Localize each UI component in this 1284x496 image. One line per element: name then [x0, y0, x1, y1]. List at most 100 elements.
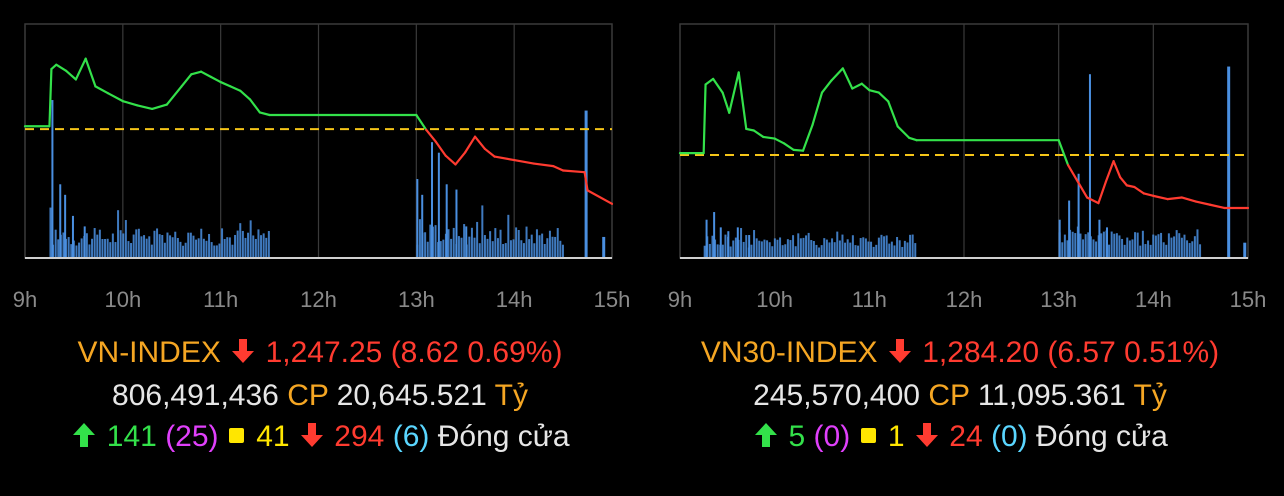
volume-bar	[1131, 239, 1134, 258]
volume-bar	[831, 238, 834, 258]
volume-bar	[156, 228, 159, 258]
volume-bar	[75, 245, 78, 258]
price-line-segment	[454, 151, 467, 166]
volume-bar	[556, 228, 559, 258]
x-tick-label: 10h	[756, 287, 793, 312]
volume-bar	[483, 235, 486, 258]
price-line-segment	[841, 67, 854, 90]
volume-bar	[71, 215, 74, 258]
volume-bar	[192, 235, 195, 258]
price-line-segment	[773, 137, 786, 145]
arrow-up-icon	[72, 422, 96, 456]
turnover-value: 11,095.361	[977, 379, 1126, 412]
volume-bar	[249, 220, 252, 258]
volume-bar	[124, 220, 127, 258]
volume-bar	[49, 207, 52, 258]
price-line-segment	[1166, 196, 1183, 201]
volume-bar	[525, 226, 528, 258]
yellow-square-icon	[228, 428, 244, 443]
market-status: Đóng cửa	[1036, 420, 1168, 453]
volume-bar	[520, 240, 523, 258]
volume-bar	[1154, 235, 1157, 258]
volume-bar	[189, 232, 192, 258]
volume-bar	[218, 243, 221, 258]
volume-bar	[533, 243, 536, 258]
volume-bar	[1173, 236, 1176, 258]
volume-bar	[265, 237, 268, 258]
volume-bar	[1092, 239, 1095, 258]
x-tick-label: 11h	[203, 287, 238, 312]
volume-bar	[857, 245, 860, 258]
volume-bar	[859, 238, 862, 258]
volume-bar	[416, 179, 419, 258]
price-line-segment	[583, 171, 589, 192]
volume-bar	[421, 194, 424, 258]
volume-bar	[732, 240, 735, 258]
price-line-segment	[219, 80, 232, 88]
volume-bar	[1100, 233, 1103, 258]
volume-bar	[833, 242, 836, 258]
volume-bar	[1061, 242, 1064, 258]
volume-bar	[771, 246, 774, 258]
volume-bar	[841, 234, 844, 258]
volume-bar	[1102, 231, 1105, 258]
turnover-unit: Tỷ	[1133, 379, 1167, 412]
volume-bar	[875, 244, 878, 258]
volume-bar	[429, 224, 432, 258]
index-value: 1,247.25	[265, 336, 383, 369]
volume-bar	[517, 230, 520, 258]
volume-bar	[208, 233, 211, 258]
volume-bar	[1058, 219, 1061, 258]
volume-bar	[705, 219, 708, 258]
volume-bar	[883, 236, 886, 258]
price-line-segment	[552, 165, 565, 172]
volume-bar	[223, 238, 226, 258]
index-change: (8.62 0.69%)	[390, 336, 563, 369]
volume-bar	[140, 236, 143, 258]
volume-bar	[1152, 234, 1155, 258]
volume-bar	[179, 241, 182, 258]
volume-bar	[122, 233, 125, 258]
volume-bar	[1193, 236, 1196, 258]
volume-bar	[452, 227, 455, 258]
volume-bar	[807, 232, 810, 258]
volume-bar	[854, 245, 857, 258]
volume-bar	[478, 243, 481, 258]
volume-bar	[1113, 233, 1116, 258]
volume-bar	[1170, 237, 1173, 258]
volume-bar	[59, 184, 62, 258]
volume-bar	[708, 243, 711, 258]
volume-bar	[1160, 232, 1163, 258]
price-line-segment	[868, 89, 880, 94]
x-tick-label: 15h	[594, 287, 631, 312]
volume-bar	[1178, 233, 1181, 258]
volume-bar	[750, 244, 753, 258]
volume-bar	[135, 229, 138, 258]
volume-bar	[1175, 230, 1178, 258]
turnover-value: 20,645.521	[336, 379, 487, 412]
vn30-panel: 9h 10h 11h 12h 13h 14h 15h VN30-INDEX 1,284.20…	[640, 0, 1280, 496]
volume-bar	[779, 237, 782, 258]
volume-bar	[711, 235, 714, 258]
volume-bar	[703, 245, 706, 258]
volume-unit: CP	[287, 379, 329, 412]
decliners-count: 294	[334, 420, 385, 453]
price-line-segment	[1209, 203, 1226, 210]
volume-bar	[442, 239, 445, 258]
volume-bar	[148, 236, 151, 258]
volume-bar	[543, 243, 546, 258]
volume-bar	[794, 246, 797, 258]
volume-bar	[546, 238, 549, 258]
price-line-segment	[248, 98, 261, 114]
volume-bar	[736, 227, 739, 258]
volume-bar	[215, 245, 218, 258]
volume-bar	[758, 240, 761, 258]
price-line-segment	[745, 127, 755, 132]
volume-bar	[825, 239, 828, 258]
x-tick-label: 15h	[1230, 287, 1267, 312]
volume-bar	[1126, 237, 1129, 258]
volume-bar	[870, 241, 873, 258]
volume-bar	[797, 233, 800, 258]
price-line-segment	[464, 135, 477, 154]
price-line-segment	[762, 135, 776, 140]
